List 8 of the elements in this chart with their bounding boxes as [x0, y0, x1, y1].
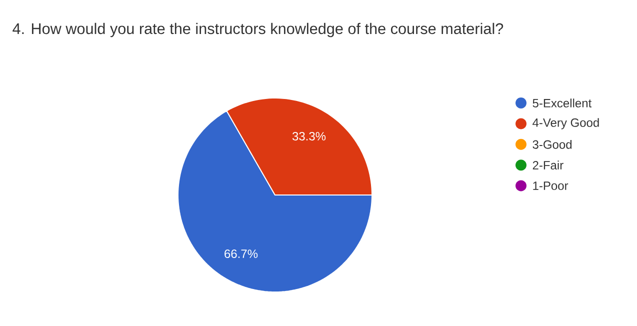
legend-label: 3-Good [532, 140, 572, 149]
legend-label: 1-Poor [533, 182, 568, 190]
legend-label: 5-Excellent [532, 98, 592, 108]
chart-title: 4. How would you rate the instructors knowledge of the course material? [12, 22, 504, 38]
data-label: 33.3% [292, 132, 326, 140]
legend-label: 2-Fair [532, 160, 564, 170]
data-label: 66.7% [224, 250, 258, 258]
legend-label: 4-Very Good [532, 118, 599, 130]
